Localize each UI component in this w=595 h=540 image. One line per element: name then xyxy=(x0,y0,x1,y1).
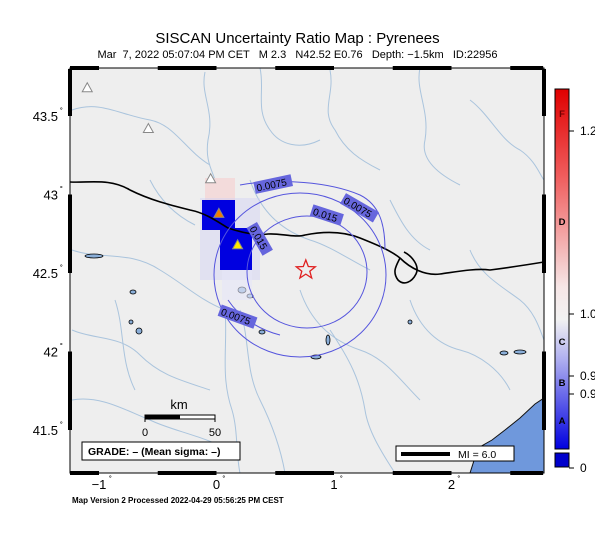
map-title: SISCAN Uncertainty Ratio Map : Pyrenees xyxy=(155,30,440,47)
colorbar-value-label: 1.0 xyxy=(580,307,595,321)
degree-mark: ˚ xyxy=(60,186,63,196)
degree-mark: ˚ xyxy=(60,421,63,431)
degree-mark: ˚ xyxy=(60,107,63,117)
colorbar-value-label: 0 xyxy=(580,461,587,475)
station-triangle-icon xyxy=(142,122,155,134)
lon-tick-label: 1 xyxy=(330,477,337,492)
lon-tick-label: 0 xyxy=(213,477,220,492)
degree-mark: ˚ xyxy=(223,475,226,485)
degree-mark: ˚ xyxy=(340,475,343,485)
rivers xyxy=(71,68,544,473)
station-triangle-icon xyxy=(213,207,225,218)
lat-tick-label: 43 xyxy=(44,188,58,203)
axis-labels: 43.5 ˚43 ˚42.5 ˚42 ˚41.5 ˚−1 ˚ 0 ˚ 1 ˚ 2 ˚ xyxy=(33,107,461,492)
stations-layer xyxy=(81,81,244,250)
lat-tick-label: 41.5 xyxy=(33,423,58,438)
lat-tick-label: 42.5 xyxy=(33,266,58,281)
colorbar-nodata-swatch xyxy=(554,452,570,468)
degree-mark: ˚ xyxy=(458,475,461,485)
colorbar-grade-letter: D xyxy=(559,217,566,228)
contour-labels: 0.0075 0.0075 0.015 0.015 0.0075 xyxy=(217,174,379,329)
station-triangle-icon xyxy=(81,81,94,93)
processing-footer: Map Version 2 Processed 2022-04-29 05:56… xyxy=(72,496,284,505)
epicenter-star-icon xyxy=(294,258,318,280)
colorbar-value-label: 0.9 xyxy=(580,387,595,401)
event-info: Mar 7, 2022 05:07:04 PM CET M 2.3 N42.52… xyxy=(97,49,498,61)
lon-tick-label: 2 xyxy=(448,477,455,492)
colorbar-grade-letter: C xyxy=(559,337,566,348)
epicenter-layer xyxy=(294,258,318,280)
lakes xyxy=(84,253,527,360)
degree-mark: ˚ xyxy=(109,475,112,485)
degree-mark: ˚ xyxy=(60,343,63,353)
colorbar-grade-letter: F xyxy=(559,109,565,120)
grade-text: GRADE: – (Mean sigma: –) xyxy=(88,446,220,458)
station-triangle-icon xyxy=(231,238,244,250)
colorbar-value-label: 0.9 xyxy=(580,369,595,383)
lat-tick-label: 43.5 xyxy=(33,109,58,124)
colorbar: F D C B A 1.2 1.0 0.9 0.9 0 xyxy=(554,88,595,475)
colorbar-grade-letter: A xyxy=(559,416,566,427)
scale-bar-label: 0 xyxy=(142,427,148,439)
border-lines xyxy=(70,181,544,284)
scale-bar-label: 50 xyxy=(209,427,221,439)
colorbar-grade-letter: B xyxy=(559,378,566,389)
scale-bar: km 0 50 xyxy=(142,397,221,439)
degree-mark: ˚ xyxy=(60,264,63,274)
colorbar-gradient xyxy=(554,88,570,450)
station-triangle-icon xyxy=(204,172,217,184)
mi-text: MI = 6.0 xyxy=(458,449,496,461)
colorbar-value-label: 1.2 xyxy=(580,124,595,138)
mi-box: MI = 6.0 xyxy=(395,445,515,462)
scale-bar-title: km xyxy=(170,397,187,412)
lon-tick-label: −1 xyxy=(92,477,107,492)
grade-box: GRADE: – (Mean sigma: –) xyxy=(81,441,241,461)
frame-checker-border xyxy=(68,66,546,475)
lat-tick-label: 42 xyxy=(44,345,58,360)
